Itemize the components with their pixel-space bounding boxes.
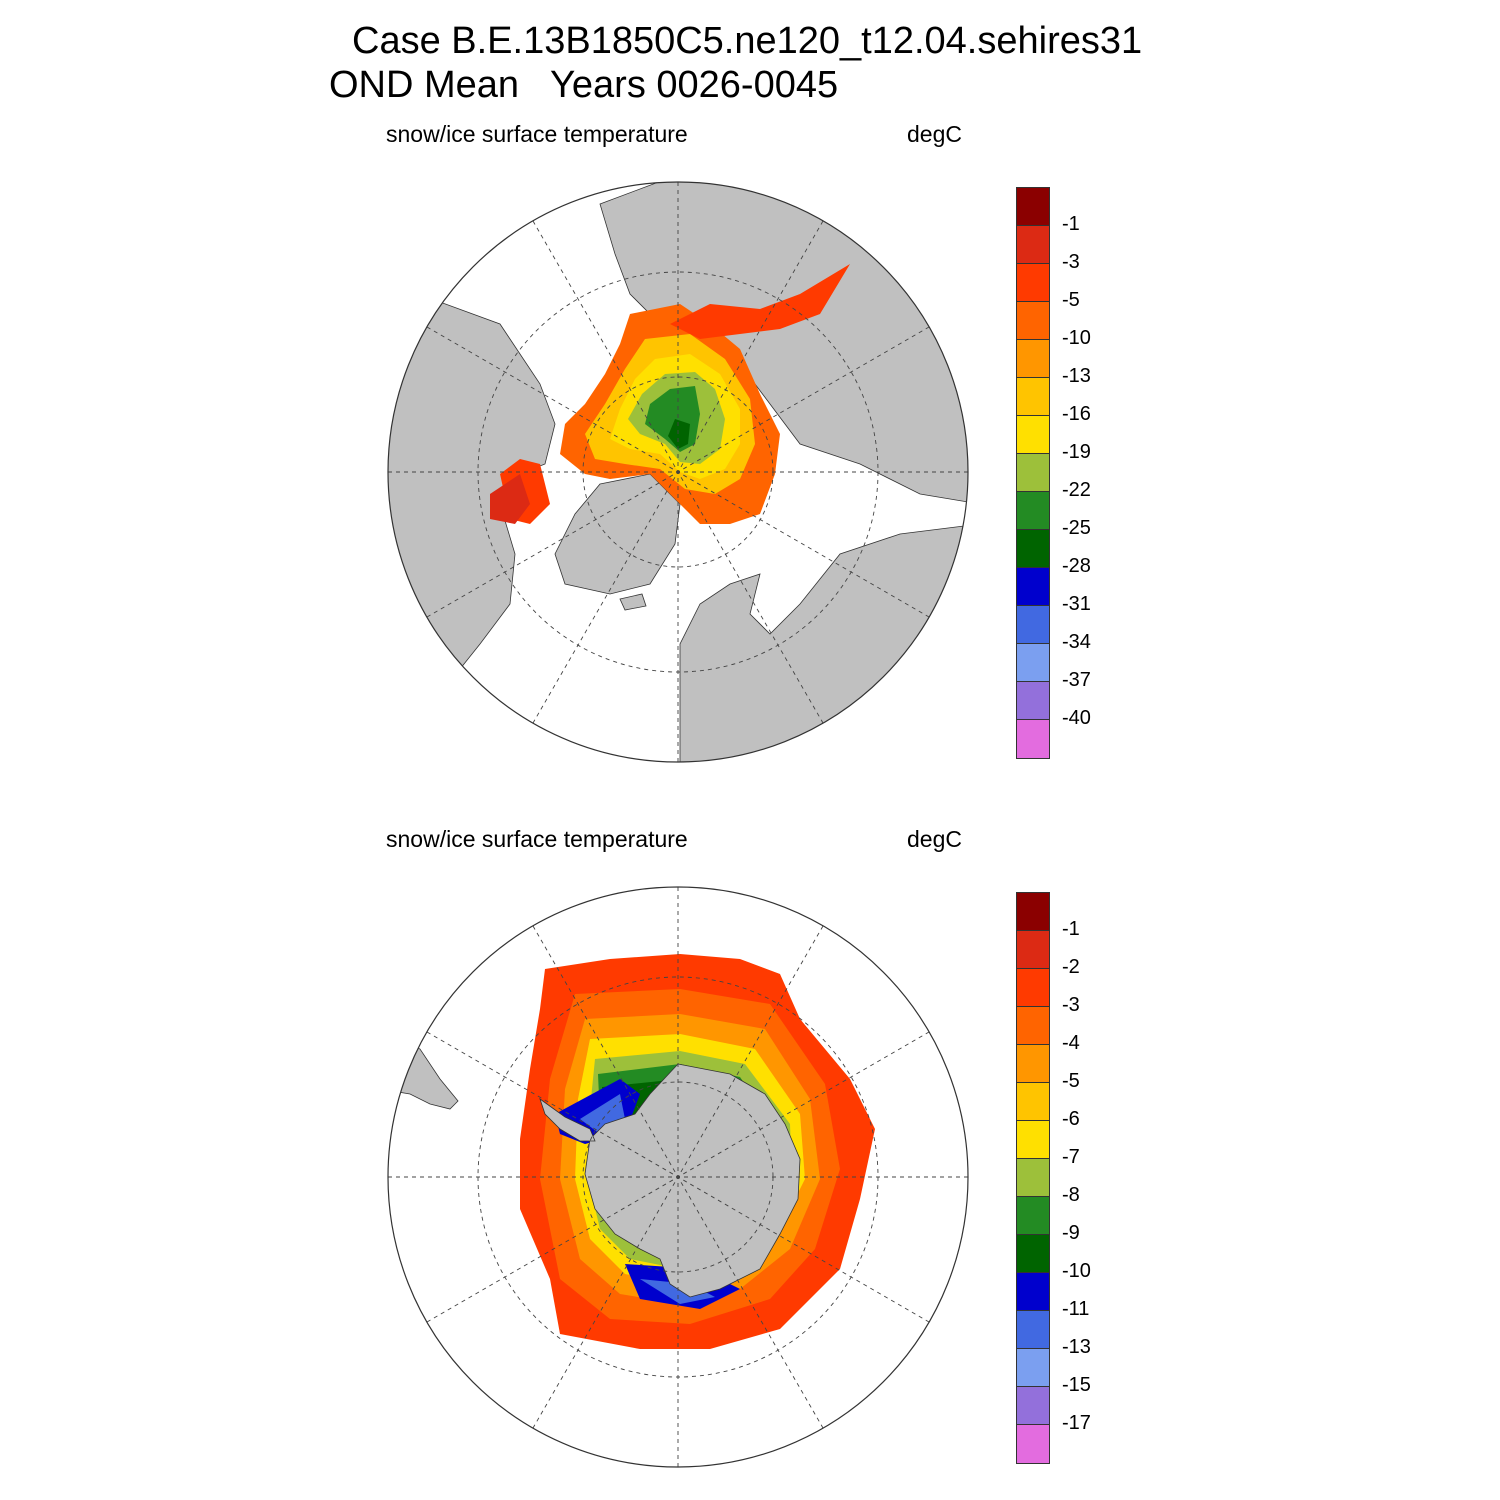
south-colorbar-tick-label: -3 (1062, 994, 1080, 1016)
antarctic-peninsula-land (539, 1097, 596, 1142)
north-colorbar-tick-label: -31 (1062, 593, 1091, 615)
south-colorbar-swatch (1017, 1387, 1049, 1425)
antarctica-land (584, 1063, 801, 1298)
north-colorbar-tick-label: -3 (1062, 251, 1080, 273)
south-variable-label: snow/ice surface temperature (386, 826, 688, 852)
north-units-label: degC (907, 121, 962, 147)
north-colorbar-swatch (1017, 302, 1049, 340)
north-colorbar-swatch (1017, 226, 1049, 264)
north-polar-map (387, 181, 969, 763)
north-colorbar (1016, 187, 1050, 759)
figure-title-period: OND Mean Years 0026-0045 (329, 64, 839, 106)
south-colorbar-swatch (1017, 1273, 1049, 1311)
north-colorbar-tick-label: -34 (1062, 631, 1091, 653)
south-colorbar-tick-label: -17 (1062, 1412, 1091, 1434)
south-colorbar-tick-label: -11 (1062, 1298, 1090, 1320)
south-colorbar (1016, 892, 1050, 1464)
south-colorbar-tick-label: -9 (1062, 1222, 1080, 1244)
north-colorbar-tick-label: -10 (1062, 327, 1091, 349)
south-colorbar-tick-label: -7 (1062, 1146, 1080, 1168)
north-colorbar-tick-label: -16 (1062, 403, 1091, 425)
south-colorbar-tick-label: -1 (1062, 918, 1080, 940)
north-colorbar-tick-label: -25 (1062, 517, 1091, 539)
north-colorbar-swatch (1017, 530, 1049, 568)
south-colorbar-tick-label: -8 (1062, 1184, 1080, 1206)
north-colorbar-tick-label: -28 (1062, 555, 1091, 577)
north-colorbar-tick-label: -22 (1062, 479, 1091, 501)
north-colorbar-swatch (1017, 568, 1049, 606)
south-colorbar-swatch (1017, 1121, 1049, 1159)
south-colorbar-tick-label: -13 (1062, 1336, 1091, 1358)
south-colorbar-tick-label: -5 (1062, 1070, 1080, 1092)
south-polar-map (387, 886, 969, 1468)
south-colorbar-swatch (1017, 1007, 1049, 1045)
north-colorbar-tick-label: -40 (1062, 707, 1091, 729)
north-colorbar-swatch (1017, 644, 1049, 682)
north-colorbar-tick-label: -1 (1062, 213, 1080, 235)
south-colorbar-swatch (1017, 1197, 1049, 1235)
south-colorbar-swatch (1017, 1349, 1049, 1387)
north-colorbar-swatch (1017, 378, 1049, 416)
south-colorbar-swatch (1017, 1083, 1049, 1121)
south-colorbar-swatch (1017, 1045, 1049, 1083)
south-colorbar-tick-label: -2 (1062, 956, 1080, 978)
south-graticule (388, 887, 968, 1467)
north-colorbar-tick-label: -13 (1062, 365, 1091, 387)
north-colorbar-swatch (1017, 416, 1049, 454)
north-colorbar-tick-label: -19 (1062, 441, 1091, 463)
south-colorbar-tick-label: -10 (1062, 1260, 1091, 1282)
north-variable-label: snow/ice surface temperature (386, 121, 688, 147)
south-units-label: degC (907, 826, 962, 852)
north-colorbar-swatch (1017, 340, 1049, 378)
south-colorbar-swatch (1017, 969, 1049, 1007)
south-colorbar-swatch (1017, 1425, 1049, 1463)
north-colorbar-swatch (1017, 264, 1049, 302)
north-graticule (388, 182, 968, 762)
south-colorbar-swatch (1017, 893, 1049, 931)
north-colorbar-swatch (1017, 682, 1049, 720)
south-colorbar-swatch (1017, 1235, 1049, 1273)
north-sea-ice-field (490, 264, 850, 524)
north-colorbar-tick-label: -5 (1062, 289, 1080, 311)
south-colorbar-tick-label: -6 (1062, 1108, 1080, 1130)
north-colorbar-swatch (1017, 492, 1049, 530)
north-colorbar-swatch (1017, 720, 1049, 758)
south-colorbar-tick-label: -4 (1062, 1032, 1080, 1054)
south-colorbar-swatch (1017, 1311, 1049, 1349)
south-colorbar-tick-label: -15 (1062, 1374, 1091, 1396)
figure-title-case: Case B.E.13B1850C5.ne120_t12.04.sehires3… (352, 20, 1143, 62)
north-colorbar-tick-label: -37 (1062, 669, 1091, 691)
south-colorbar-swatch (1017, 1159, 1049, 1197)
south-colorbar-swatch (1017, 931, 1049, 969)
north-colorbar-swatch (1017, 454, 1049, 492)
north-colorbar-swatch (1017, 188, 1049, 226)
north-colorbar-swatch (1017, 606, 1049, 644)
